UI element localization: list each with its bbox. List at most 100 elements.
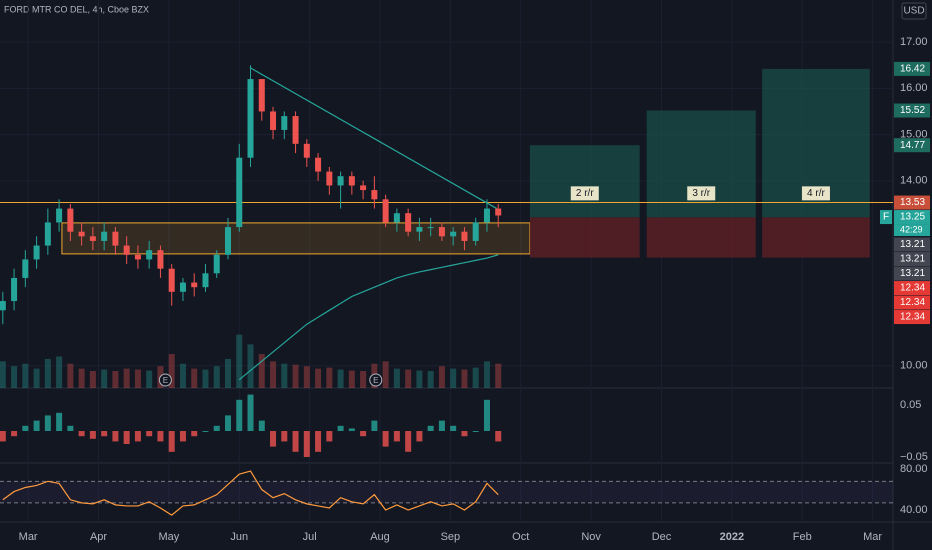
volume-bar [22,363,29,388]
candle-body [123,245,130,255]
y-tick-label: 10.00 [900,360,928,372]
candle-body [11,277,18,302]
volume-bar [495,363,502,388]
rr-label-bg [801,186,830,201]
volume-bar [315,368,322,388]
volume-bar [101,369,108,388]
volume-bar [11,366,18,388]
x-tick-label: Mar [19,531,38,543]
macd-bar [427,425,434,432]
x-tick-label: Apr [90,531,107,543]
volume-bar [44,358,51,388]
macd-bar [495,431,502,442]
x-tick-label: Nov [581,531,601,543]
y-tick-label: 17.00 [900,36,928,48]
x-tick-label: Sep [441,531,461,543]
macd-tick-label: 0.05 [900,399,921,411]
macd-bar [337,425,344,432]
volume-bar [348,370,355,388]
macd-bar [472,431,479,433]
price-badge [894,103,930,118]
price-badge-label: 16.42 [900,64,925,75]
volume-bar [438,366,445,388]
rr-label-bg [687,186,716,201]
macd-bar [89,431,96,439]
macd-bar [292,431,299,452]
event-label: E [373,376,378,385]
trend-line [249,66,498,210]
macd-bar [405,431,412,452]
candle-body [326,171,333,186]
candle-body [270,111,277,130]
candle-body [0,301,6,311]
volume-bar [0,361,6,388]
x-tick-label: Oct [512,531,529,543]
candle-body [281,116,288,130]
price-badge [894,61,930,76]
macd-bar [0,431,6,442]
candle-body [179,282,186,292]
rr-label-bg [570,186,599,201]
macd-bar [179,431,186,442]
volume-bar [236,334,243,388]
ticker: F [883,212,889,223]
price-badge [894,281,930,296]
volume-bar [191,368,198,388]
candle-body [146,250,153,260]
candle-body [461,231,468,241]
candle-body [78,231,85,237]
zone [61,222,531,255]
x-tick-label: Dec [652,531,672,543]
candle-body [438,227,445,237]
volume-bar [67,363,74,388]
price-badge [894,138,930,153]
candle-body [303,143,310,158]
volume-bar [281,363,288,388]
price-badge [894,295,930,310]
rsi-band [0,481,893,503]
candle-body [416,227,423,232]
rr-label: 4 r/r [807,188,825,199]
event-marker [158,373,172,387]
macd-bar [157,431,164,442]
volume-bar [247,344,254,388]
ticker-badge [880,210,892,225]
candle-body [134,254,141,260]
price-badge [894,237,930,252]
candle-body [225,227,231,255]
currency-box[interactable] [901,2,927,20]
candle-body [236,157,243,228]
volume-bar [89,371,96,388]
y-tick-label: 16.00 [900,82,928,94]
volume-bar [202,369,209,388]
candle-body [427,227,434,229]
macd-bar [44,415,51,432]
price-badge [894,195,930,210]
rsi-tick-label: 80.00 [900,463,928,475]
volume-bar [483,361,490,388]
macd-bar [56,412,63,432]
macd-bar [416,431,423,442]
loss-box [762,217,870,258]
macd-bar [270,431,277,447]
currency: USD [903,6,924,17]
macd-bar [112,431,119,442]
candle-body [483,208,490,223]
candle-body [191,282,198,288]
macd-bar [483,399,490,432]
macd-bar [191,431,198,437]
candle-body [337,176,344,186]
volume-bar [179,363,186,388]
candle-body [258,79,265,112]
x-tick-label: Aug [370,531,390,543]
price-badge [894,252,930,267]
volume-bar [427,371,434,388]
macd-bar [258,420,265,432]
candle-body [315,157,322,172]
candle-body [360,185,367,191]
candle-body [67,208,74,232]
candle-body [213,254,220,274]
candle-body [168,268,175,292]
macd-bar [236,399,243,432]
